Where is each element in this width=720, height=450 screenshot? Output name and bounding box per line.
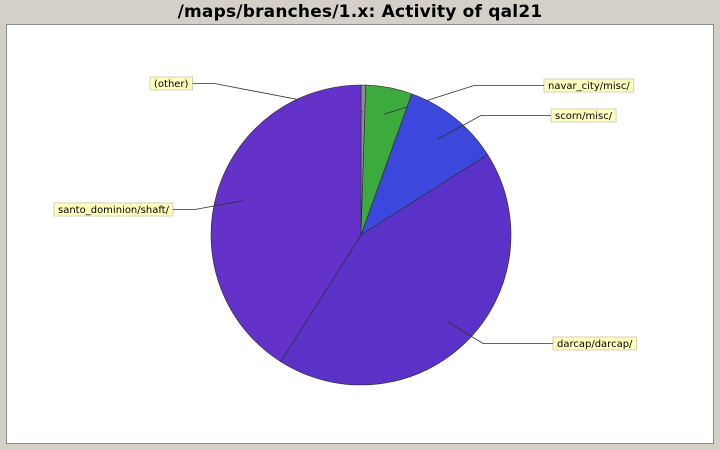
slice-label-scorn-misc: scorn/misc/ xyxy=(555,111,613,122)
leader-line-santo-dominion-shaft xyxy=(172,200,243,210)
slice-label-santo-dominion-shaft: santo_dominion/shaft/ xyxy=(58,205,170,216)
slice-label-darcap-darcap: darcap/darcap/ xyxy=(557,339,633,350)
leader-line-scorn-misc xyxy=(437,115,551,140)
plot-area: (other) navar_city/misc/scorn/misc/darcap… xyxy=(6,24,714,444)
slice-label-navar-city-misc: navar_city/misc/ xyxy=(548,81,630,92)
slice-label-other: (other) xyxy=(154,79,189,90)
pie-slice-darcap-darcap xyxy=(280,154,512,386)
pie-chart: (other) navar_city/misc/scorn/misc/darcap… xyxy=(53,76,637,386)
leader-line-darcap-darcap xyxy=(447,321,553,344)
chart-title: /maps/branches/1.x: Activity of qal21 xyxy=(177,2,543,22)
pie-slice-santo-dominion-shaft xyxy=(210,84,362,363)
